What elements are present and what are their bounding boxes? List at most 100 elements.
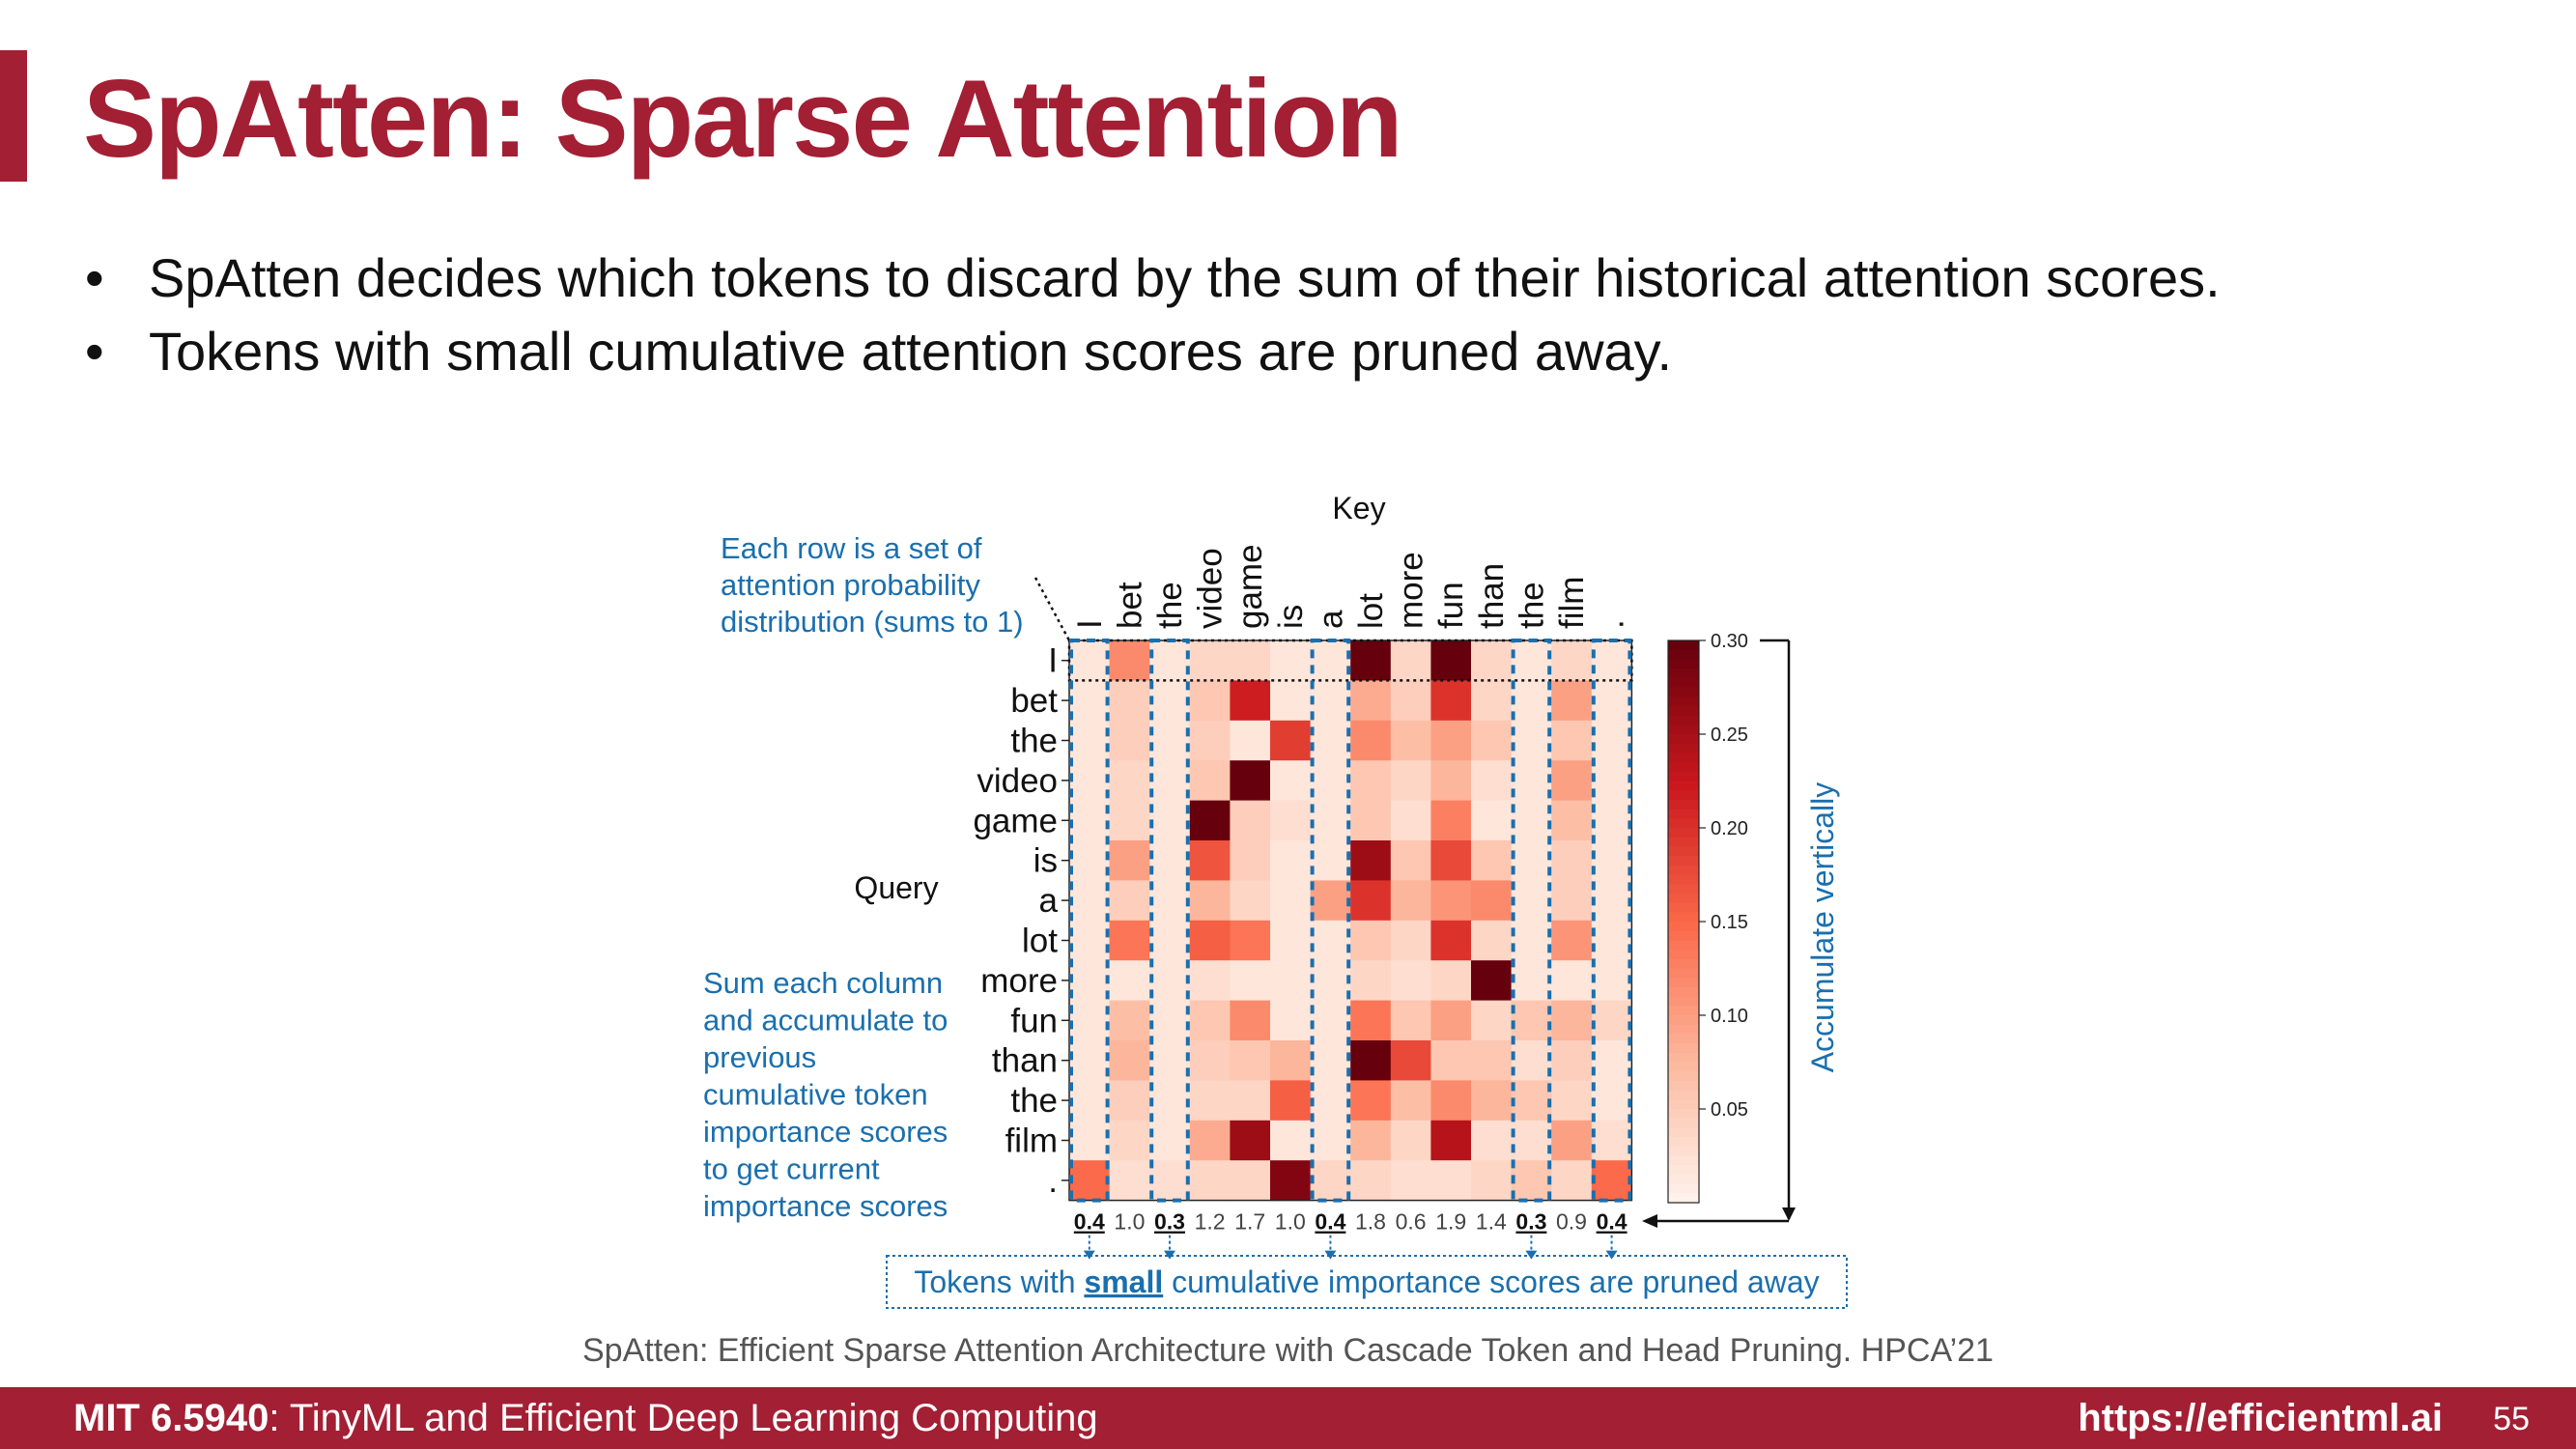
column-sum-label: 1.7	[1234, 1209, 1265, 1235]
column-sum-label: 0.3	[1515, 1209, 1546, 1235]
heatmap-cell	[1430, 960, 1472, 1002]
heatmap-cell	[1390, 1120, 1431, 1161]
page-number: 55	[2493, 1401, 2530, 1437]
colorbar-segment	[1668, 743, 1699, 754]
heatmap-cell	[1471, 880, 1513, 922]
colorbar-segment	[1668, 715, 1699, 726]
column-sum-label: 1.4	[1476, 1209, 1507, 1235]
heatmap-cell	[1511, 760, 1552, 802]
heatmap-cell	[1511, 640, 1552, 681]
query-tick-label: video	[977, 762, 1058, 800]
heatmap-cell	[1551, 880, 1593, 922]
pruned-column-box	[1310, 639, 1351, 1203]
colorbar-segment	[1668, 1071, 1699, 1082]
heatmap-cell	[1350, 760, 1392, 802]
column-sum-label: 0.3	[1154, 1209, 1185, 1235]
colorbar-segment	[1668, 893, 1699, 904]
heatmap-cell	[1230, 760, 1271, 802]
colorbar-segment	[1668, 799, 1699, 810]
colorbar-segment	[1668, 1034, 1699, 1045]
heatmap-cell	[1471, 1040, 1513, 1081]
heatmap-cell	[1551, 1160, 1593, 1202]
prune-note-post: cumulative importance scores are pruned …	[1163, 1264, 1819, 1299]
colorbar-segment	[1668, 950, 1699, 960]
sum-note-text: previous	[703, 1040, 816, 1074]
title-accent-bar	[0, 50, 27, 182]
heatmap-cell	[1511, 1120, 1552, 1161]
heatmap-cell	[1310, 920, 1351, 961]
footer-bar: MIT 6.5940: TinyML and Efficient Deep Le…	[0, 1387, 2576, 1449]
heatmap-cell	[1189, 1040, 1231, 1081]
heatmap-cell	[1149, 960, 1191, 1002]
heatmap-cell	[1430, 760, 1472, 802]
key-tick-label: .	[1594, 619, 1631, 629]
pruned-column-box	[1069, 639, 1110, 1203]
heatmap-cell	[1230, 1160, 1271, 1202]
heatmap-cell	[1310, 1120, 1351, 1161]
colorbar-segment	[1668, 874, 1699, 886]
key-tick-label: lot	[1352, 593, 1390, 629]
heatmap-cell	[1270, 760, 1312, 802]
colorbar-segment	[1668, 1052, 1699, 1064]
heatmap-cell	[1109, 1120, 1150, 1161]
heatmap-cell	[1471, 1120, 1513, 1161]
key-tick-label: than	[1473, 563, 1511, 629]
heatmap-cell	[1511, 920, 1552, 961]
heatmap-cell	[1109, 720, 1150, 761]
heatmap-cell	[1109, 800, 1150, 841]
heatmap-cell	[1189, 680, 1231, 722]
bullet-text: Tokens with small cumulative attention s…	[149, 321, 1673, 382]
course-title: MIT 6.5940: TinyML and Efficient Deep Le…	[73, 1397, 1098, 1440]
colorbar-segment	[1668, 1006, 1699, 1016]
heatmap-cell	[1350, 720, 1392, 761]
heatmap-cell	[1430, 1080, 1472, 1122]
heatmap-cell	[1069, 800, 1111, 841]
heatmap-cell	[1109, 840, 1150, 881]
heatmap-cell	[1390, 680, 1431, 722]
heatmap-cell	[1390, 840, 1431, 881]
heatmap-cell	[1511, 680, 1552, 722]
sum-note-text: importance scores	[703, 1115, 948, 1149]
heatmap-cell	[1430, 880, 1472, 922]
colorbar-tick-label: 0.30	[1711, 631, 1748, 652]
bullet-text: SpAtten decides which tokens to discard …	[149, 247, 2221, 308]
query-tick-label: .	[1048, 1162, 1058, 1200]
colorbar-segment	[1668, 659, 1699, 670]
query-tick-label: a	[1039, 882, 1059, 920]
course-url[interactable]: https://efficientml.ai	[2078, 1397, 2443, 1439]
colorbar-segment	[1668, 1155, 1699, 1167]
colorbar-segment	[1668, 1099, 1699, 1110]
heatmap-cell	[1310, 1160, 1351, 1202]
colorbar-tick-label: 0.10	[1711, 1006, 1748, 1027]
heatmap-cell	[1069, 1080, 1111, 1122]
heatmap-cell	[1069, 640, 1111, 681]
accumulate-vertically-label: Accumulate vertically	[1805, 782, 1840, 1073]
heatmap-cell	[1430, 840, 1472, 881]
heatmap-cell	[1109, 1080, 1150, 1122]
heatmap-cell	[1390, 640, 1431, 681]
heatmap-cell	[1109, 1160, 1150, 1202]
heatmap-cell	[1551, 640, 1593, 681]
sum-note-text: importance scores	[703, 1189, 948, 1223]
heatmap-cell	[1430, 720, 1472, 761]
key-tick-label: more	[1393, 552, 1430, 629]
colorbar-segment	[1668, 668, 1699, 679]
colorbar-segment	[1668, 1174, 1699, 1185]
heatmap-cell	[1230, 960, 1271, 1002]
heatmap-cell	[1390, 1000, 1431, 1041]
heatmap-cell	[1310, 760, 1351, 802]
colorbar-tick-label: 0.05	[1711, 1099, 1748, 1121]
pruned-column-box	[1149, 639, 1190, 1203]
colorbar-segment	[1668, 828, 1699, 838]
colorbar-segment	[1668, 1127, 1699, 1139]
colorbar-tick-label: 0.15	[1711, 912, 1748, 933]
query-tick-label: the	[1010, 1082, 1058, 1120]
heatmap-cell	[1390, 920, 1431, 961]
heatmap-cell	[1591, 680, 1632, 722]
column-sum-label: 0.4	[1597, 1209, 1628, 1235]
heatmap-cell	[1109, 960, 1150, 1002]
heatmap-cell	[1270, 720, 1312, 761]
query-tick-label: fun	[1010, 1002, 1058, 1039]
colorbar-segment	[1668, 687, 1699, 698]
heatmap-cell	[1511, 1160, 1552, 1202]
